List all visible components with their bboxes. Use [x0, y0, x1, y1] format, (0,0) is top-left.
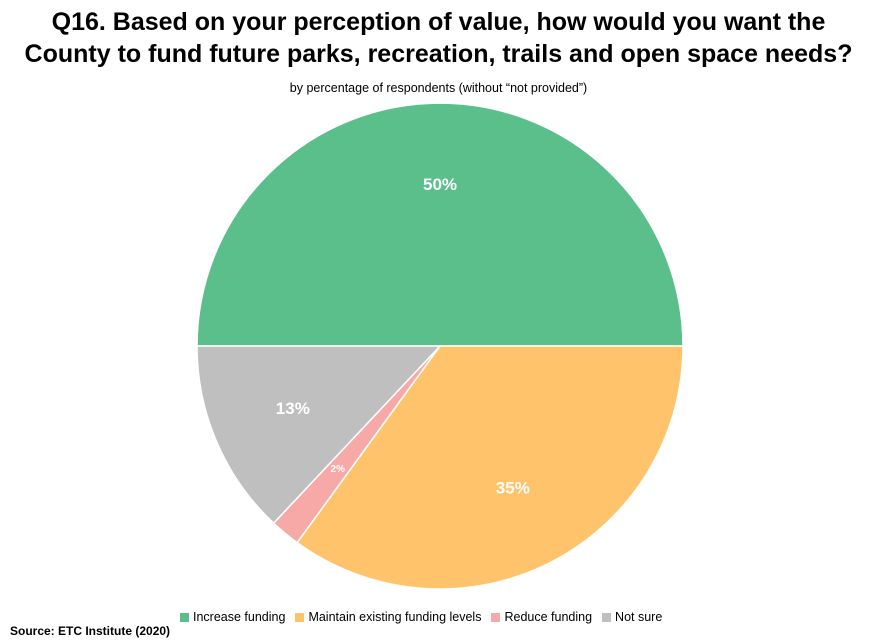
- legend-label: Increase funding: [193, 610, 286, 624]
- data-label-not-sure: 13%: [276, 399, 310, 418]
- pie-slice-increase-funding: [196, 102, 684, 347]
- chart-subtitle: by percentage of respondents (without “n…: [289, 81, 588, 95]
- legend-label: Maintain existing funding levels: [308, 610, 482, 624]
- legend-swatch: [602, 612, 612, 622]
- pie-chart: 50% 35% 2% 13%: [196, 102, 684, 590]
- chart-title: Q16. Based on your perception of value, …: [0, 6, 877, 70]
- chart-title-line-2: County to fund future parks, recreation,…: [24, 40, 853, 68]
- pie-slice-not-sure: [196, 345, 442, 525]
- legend-swatch: [295, 612, 305, 622]
- legend-swatch: [491, 612, 501, 622]
- data-label-increase-funding: 50%: [423, 175, 457, 194]
- pie-slice-maintain-existing-funding-levels: [296, 345, 684, 590]
- legend-label: Not sure: [615, 610, 663, 624]
- legend-swatch: [180, 612, 189, 622]
- chart-title-line-1: Q16. Based on your perception of value, …: [51, 8, 826, 36]
- legend-item-not-sure: Not sure: [602, 609, 662, 625]
- legend-item-maintain-existing-funding-levels: Maintain existing funding levels: [295, 609, 481, 625]
- legend-item-reduce-funding: Reduce funding: [491, 609, 592, 625]
- data-label-maintain-existing-funding-levels: 35%: [496, 478, 530, 497]
- data-label-reduce-funding: 2%: [331, 464, 346, 475]
- legend-item-increase-funding: Increase funding: [180, 609, 285, 625]
- chart-legend: Increase funding Maintain existing fundin…: [180, 609, 672, 625]
- source-note: Source: ETC Institute (2020): [10, 624, 171, 638]
- legend-label: Reduce funding: [504, 610, 593, 624]
